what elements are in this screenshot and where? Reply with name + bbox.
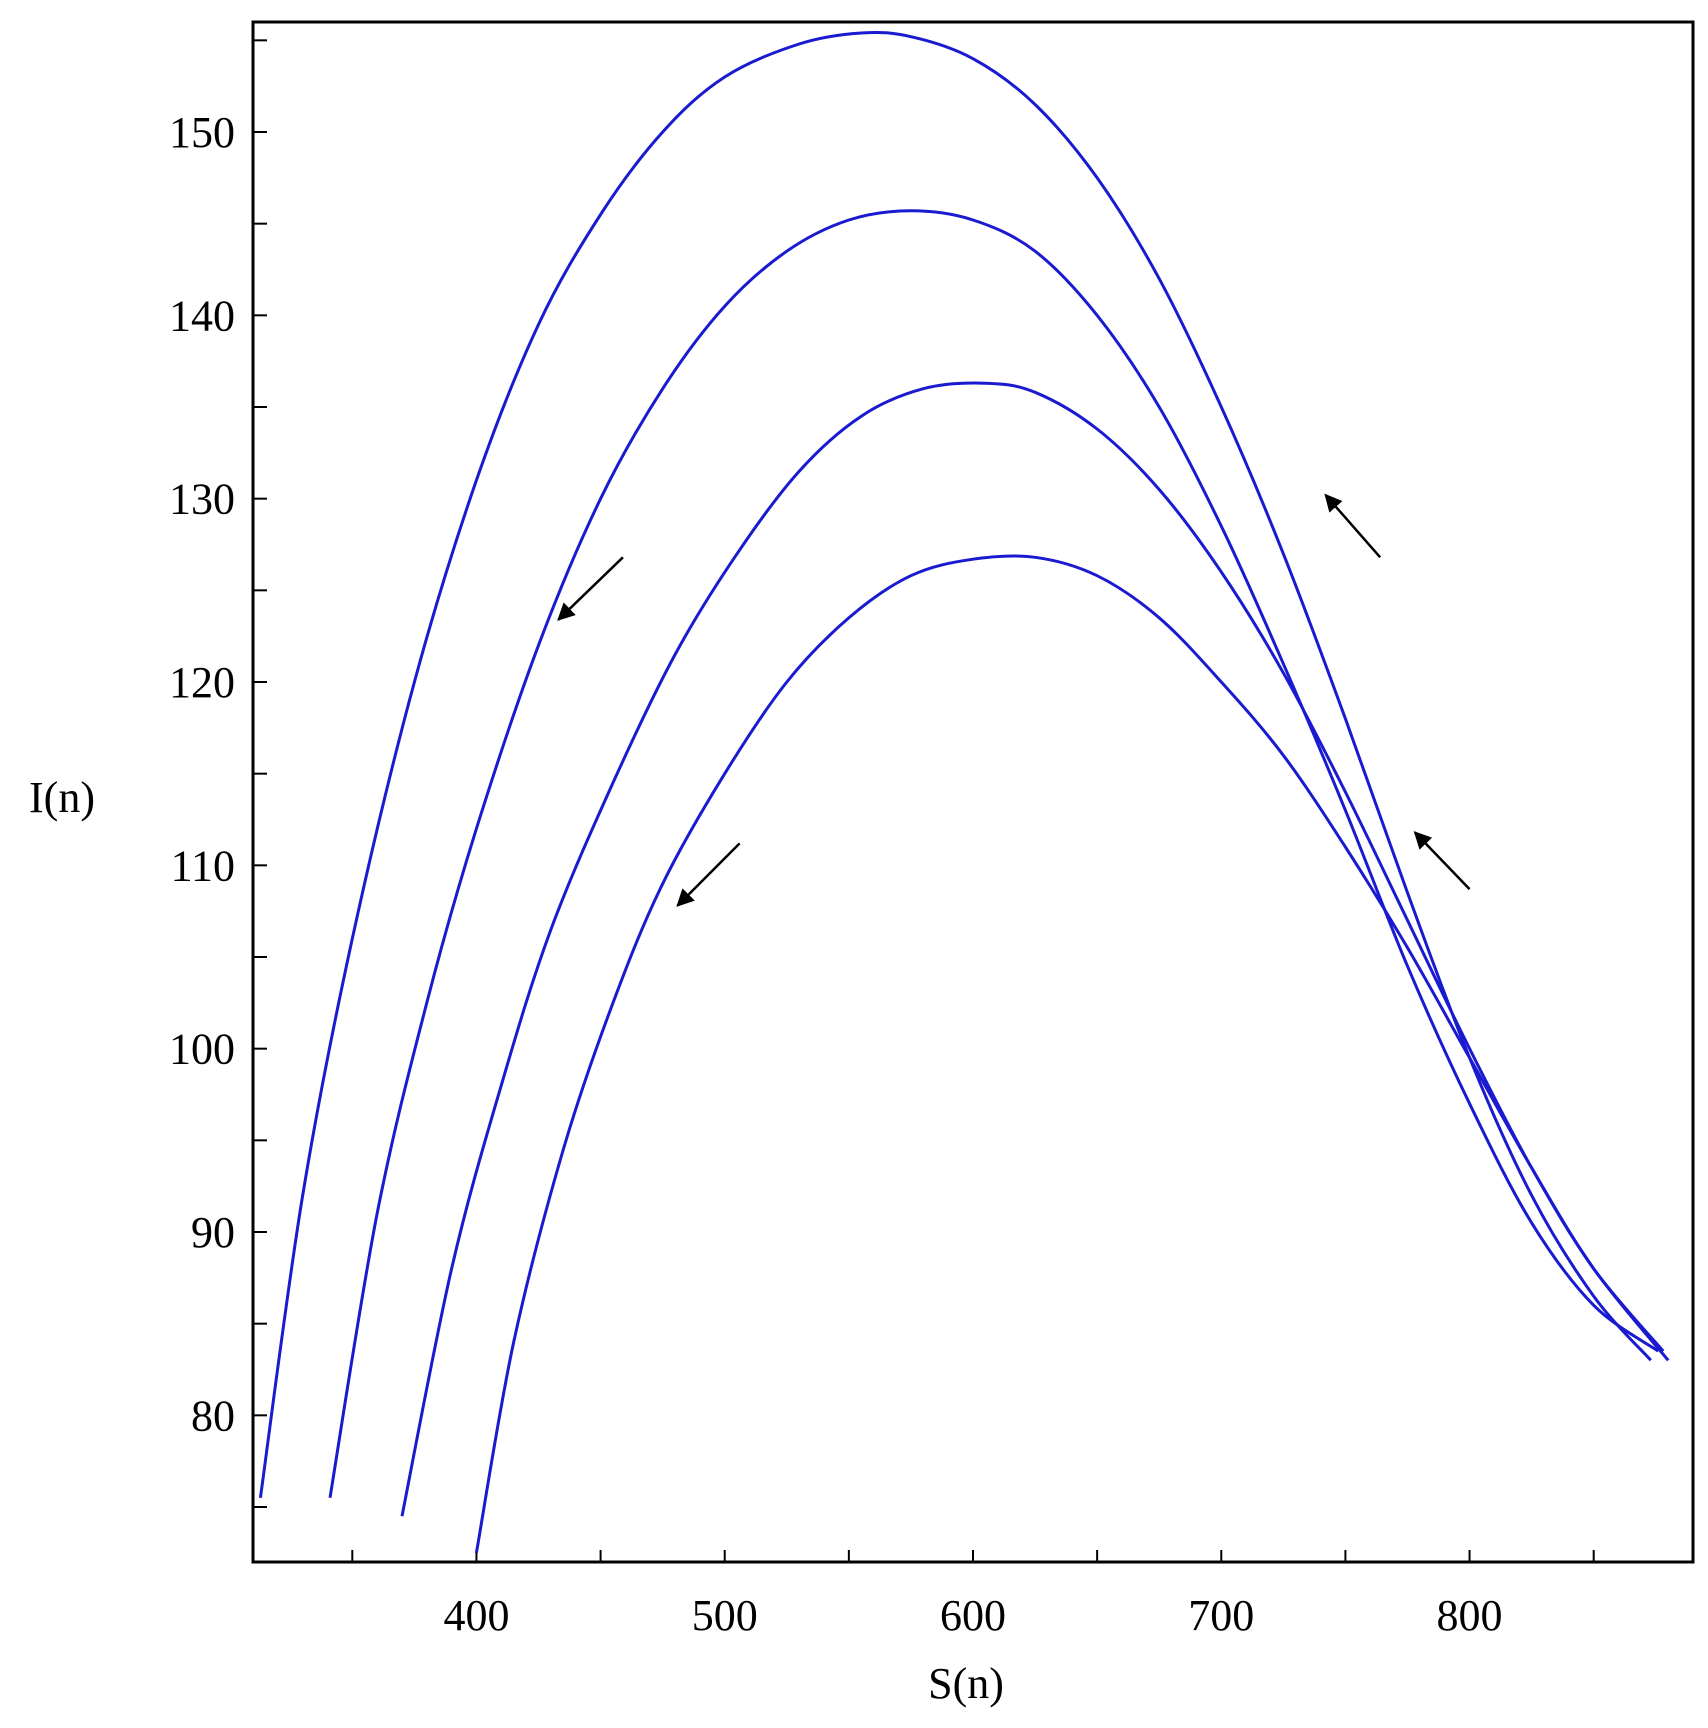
- direction-arrow: [557, 556, 624, 621]
- y-tick-label: 140: [169, 291, 235, 340]
- series-line: [258, 30, 1652, 1499]
- y-tick-label: 90: [191, 1208, 235, 1257]
- direction-arrow: [1324, 493, 1382, 559]
- series-line: [474, 554, 1670, 1554]
- direction-arrow: [676, 842, 741, 907]
- plot-frame: [251, 20, 1695, 1564]
- y-tick-label: 100: [169, 1025, 235, 1074]
- y-axis: 80 90 100 110 120 130 140 150: [169, 39, 267, 1508]
- x-tick-label: 800: [1437, 1591, 1503, 1640]
- x-axis: 400 500 600 700 800: [351, 1550, 1595, 1640]
- y-tick-label: 110: [171, 841, 235, 890]
- y-tick-label: 130: [169, 475, 235, 524]
- y-tick-label: 150: [169, 108, 235, 157]
- series-line: [400, 381, 1665, 1517]
- x-axis-title: S(n): [928, 1659, 1004, 1708]
- y-tick-label: 120: [169, 658, 235, 707]
- direction-arrow: [1413, 831, 1471, 891]
- x-tick-label: 500: [692, 1591, 758, 1640]
- x-tick-label: 400: [443, 1591, 509, 1640]
- x-tick-label: 700: [1188, 1591, 1254, 1640]
- series-line: [328, 209, 1660, 1499]
- series-layer: [258, 30, 1670, 1554]
- y-tick-label: 80: [191, 1391, 235, 1440]
- arrow-layer: [557, 493, 1471, 907]
- y-axis-title: I(n): [29, 773, 95, 822]
- x-tick-label: 600: [940, 1591, 1006, 1640]
